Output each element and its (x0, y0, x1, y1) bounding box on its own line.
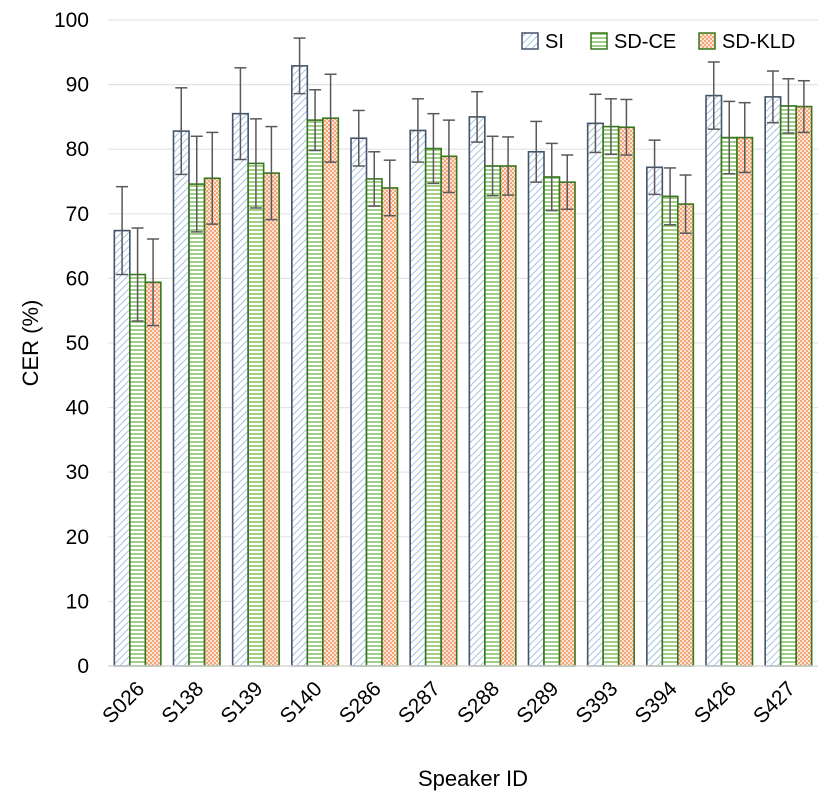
bar-si-s139 (231, 112, 249, 667)
bar-si-s140 (291, 65, 309, 667)
bar-si-s287 (409, 129, 427, 667)
y-tick-label: 100 (54, 9, 89, 32)
y-tick-label: 10 (66, 590, 89, 613)
x-tick-label: S289 (512, 677, 563, 728)
legend-label-si: SI (545, 31, 564, 53)
bar-sd-ce-s289 (543, 176, 561, 667)
y-axis: 0 10 20 30 40 50 60 70 80 90 100 (54, 9, 89, 678)
y-tick-label: 20 (66, 526, 89, 549)
bar-sd-ce-s427 (779, 105, 797, 667)
x-tick-label: S427 (749, 677, 800, 728)
y-tick-label: 70 (66, 203, 89, 226)
x-tick-label: S393 (572, 677, 623, 728)
bar-si-s427 (764, 96, 782, 667)
y-tick-label: 40 (66, 397, 89, 420)
bar-sd-ce-s393 (602, 125, 620, 667)
x-tick-label: S139 (217, 677, 268, 728)
bar-si-s289 (527, 150, 545, 667)
bar-sd-kld-s140 (322, 117, 340, 667)
y-tick-label: 30 (66, 461, 89, 484)
bar-sd-kld-s139 (262, 172, 280, 667)
bar-sd-kld-s288 (499, 165, 517, 667)
legend-label-sd-kld: SD-KLD (722, 31, 795, 53)
y-tick-label: 60 (66, 267, 89, 290)
x-tick-label: S287 (394, 677, 445, 728)
bar-sd-kld-s394 (677, 203, 695, 667)
x-tick-label: S286 (335, 677, 386, 728)
legend-swatch-si (521, 32, 539, 50)
bar-sd-kld-s426 (736, 136, 754, 667)
bar-sd-kld-s289 (558, 181, 576, 667)
bar-sd-kld-s026 (144, 281, 162, 667)
bar-si-s394 (646, 166, 664, 667)
y-tick-label: 50 (66, 332, 89, 355)
y-tick-label: 80 (66, 138, 89, 161)
bar-si-s286 (350, 137, 368, 667)
legend-swatch-sd-ce (590, 32, 608, 50)
bar-sd-ce-s287 (424, 147, 442, 667)
gridlines (108, 19, 818, 603)
bar-sd-ce-s286 (365, 178, 383, 667)
x-axis: S026 S138 S139 S140 S286 S287 S288 S289 S393 S394… (98, 677, 800, 728)
bar-sd-ce-s394 (661, 195, 679, 667)
x-tick-label: S138 (157, 677, 208, 728)
y-tick-label: 0 (77, 655, 89, 678)
legend-swatch-sd-kld (698, 32, 716, 50)
x-tick-label: S426 (690, 677, 741, 728)
bar-sd-ce-s140 (306, 119, 324, 667)
bar-sd-ce-s139 (247, 162, 265, 667)
x-tick-label: S026 (98, 677, 149, 728)
bar-si-s026 (113, 229, 131, 667)
bar-si-s393 (586, 122, 604, 667)
bar-si-s138 (172, 130, 190, 667)
bar-sd-kld-s393 (617, 126, 635, 667)
x-tick-label: S394 (631, 677, 682, 728)
bar-sd-kld-s138 (203, 177, 221, 667)
x-axis-title: Speaker ID (418, 766, 528, 791)
x-tick-label: S288 (453, 677, 504, 728)
bar-si-s288 (468, 116, 486, 667)
bar-sd-ce-s288 (484, 165, 502, 667)
y-axis-title: CER (%) (18, 300, 43, 387)
legend-label-sd-ce: SD-CE (614, 31, 676, 53)
bar-sd-ce-s138 (188, 183, 206, 667)
y-tick-label: 90 (66, 74, 89, 97)
bar-si-s426 (705, 94, 723, 667)
legend: SI SD-CE SD-KLD (521, 31, 795, 53)
error-bars (116, 37, 810, 327)
bar-sd-kld-s427 (795, 105, 813, 667)
bar-sd-kld-s287 (440, 155, 458, 667)
bar-sd-kld-s286 (381, 187, 399, 667)
bar-sd-ce-s426 (720, 136, 738, 667)
bars (113, 65, 813, 667)
x-tick-label: S140 (276, 677, 327, 728)
bar-sd-ce-s026 (129, 273, 147, 667)
